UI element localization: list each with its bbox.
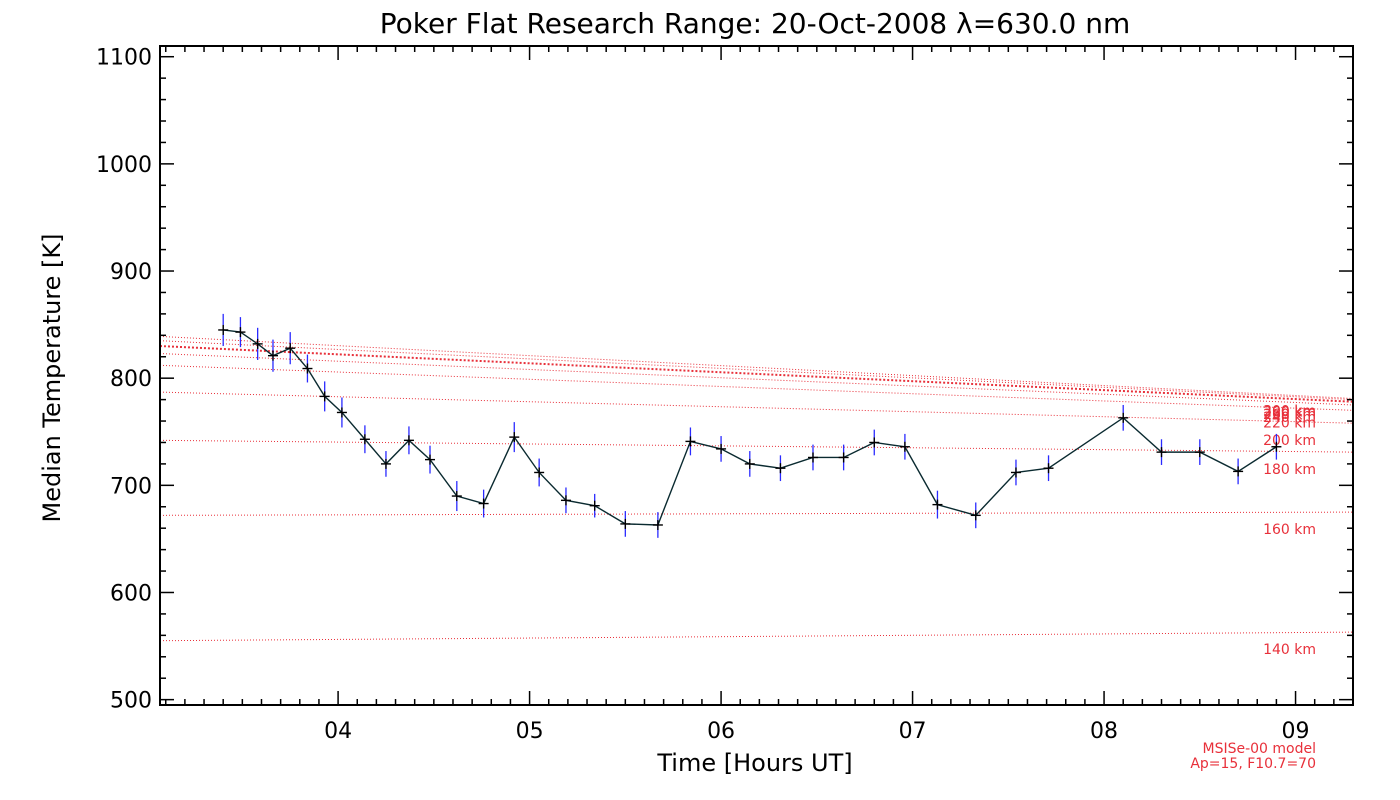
data-point [509, 432, 520, 443]
y-tick-label: 1000 [96, 153, 152, 178]
model-curve [159, 439, 1354, 453]
data-point [359, 434, 370, 445]
y-tick-label: 900 [110, 260, 152, 285]
data-point [285, 343, 296, 354]
y-tick-label: 800 [110, 367, 152, 392]
data-point [451, 491, 462, 502]
data-point [807, 452, 818, 463]
y-tick-label: 1100 [96, 46, 152, 71]
y-tick-label: 600 [110, 581, 152, 606]
model-curve-label: 220 km [1263, 415, 1316, 431]
data-point [589, 500, 600, 511]
x-tick-label: 04 [324, 719, 352, 744]
data-point [838, 452, 849, 463]
model-curve-label: 180 km [1263, 462, 1316, 478]
temperature-line [223, 329, 1277, 526]
y-tick-label: 500 [110, 689, 152, 714]
data-point [319, 391, 330, 402]
model-curve [159, 340, 1354, 401]
data-point [1118, 412, 1129, 423]
model-curve [159, 511, 1354, 516]
x-axis-ticks: 04 05 06 07 08 09 [164, 46, 1354, 744]
data-point [932, 499, 943, 510]
model-note-line-2: Ap=15, F10.7=70 [1190, 756, 1316, 772]
data-point [218, 324, 229, 335]
model-curve-label: 260 km [1263, 407, 1316, 423]
y-axis-label: Median Temperature [K] [38, 233, 66, 522]
data-point [620, 518, 631, 529]
data-point [252, 338, 263, 349]
data-point [1156, 447, 1167, 458]
data-point [716, 443, 727, 454]
data-point [970, 510, 981, 521]
data-point [478, 498, 489, 509]
data-point [235, 327, 246, 338]
model-curve-label: 160 km [1263, 522, 1316, 538]
data-point [534, 467, 545, 478]
data-point [560, 495, 571, 506]
model-curve-label: 200 km [1263, 433, 1316, 449]
data-point [869, 437, 880, 448]
y-tick-label: 700 [110, 474, 152, 499]
x-tick-label: 06 [707, 719, 735, 744]
model-curve-label: 240 km [1263, 410, 1316, 426]
model-curve [159, 345, 1354, 403]
model-curve-label: 280 km [1263, 405, 1316, 421]
x-tick-label: 08 [1090, 719, 1118, 744]
data-point [403, 435, 414, 446]
model-curve [159, 631, 1354, 642]
data-point [1010, 467, 1021, 478]
x-tick-label: 05 [516, 719, 544, 744]
data-point [1043, 463, 1054, 474]
data-point [775, 463, 786, 474]
data-point [899, 441, 910, 452]
model-curve-label: 140 km [1263, 642, 1316, 658]
y-axis-ticks: 500 600 700 800 900 1000 1100 [96, 46, 1353, 714]
model-curve [159, 391, 1354, 424]
model-curve [159, 364, 1354, 411]
x-tick-label: 07 [899, 719, 927, 744]
chart-title: Poker Flat Research Range: 20-Oct-2008 λ… [380, 7, 1131, 40]
data-point [652, 519, 663, 530]
data-point [336, 407, 347, 418]
x-tick-label: 09 [1282, 719, 1310, 744]
plot-frame [159, 45, 1354, 706]
data-point [685, 436, 696, 447]
data-point [744, 458, 755, 469]
model-curve [159, 353, 1354, 406]
data-point [425, 454, 436, 465]
data-point [1271, 441, 1282, 452]
model-note-line-1: MSISe-00 model [1202, 741, 1316, 757]
data-point [302, 363, 313, 374]
data-point [1194, 447, 1205, 458]
data-point [267, 350, 278, 361]
data-series [218, 313, 1282, 538]
model-curve [159, 335, 1354, 400]
data-point [1233, 466, 1244, 477]
data-point [380, 458, 391, 469]
model-curve-label: 300 km [1263, 404, 1316, 420]
x-axis-label: Time [Hours UT] [656, 749, 852, 777]
